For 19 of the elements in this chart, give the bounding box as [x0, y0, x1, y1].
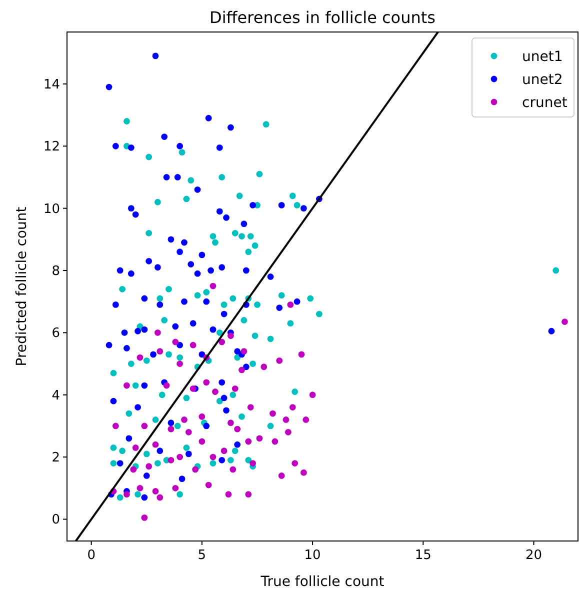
x-tick-label: 15	[414, 548, 432, 563]
x-tick-label: 20	[525, 548, 542, 563]
legend-label: unet2	[522, 72, 563, 88]
y-tick-label: 6	[52, 326, 60, 342]
legend-label: unet1	[522, 49, 563, 65]
y-axis-title: Predicted follicle count	[14, 206, 30, 366]
x-axis-title: True follicle count	[260, 574, 385, 590]
x-tick-label: 10	[304, 548, 321, 563]
x-tick-label: 0	[87, 548, 96, 563]
y-tick-label: 8	[52, 264, 60, 279]
chart-title: Differences in follicle counts	[210, 8, 436, 27]
legend-label: crunet	[522, 95, 568, 111]
y-tick-label: 4	[52, 388, 60, 404]
y-tick-label: 10	[43, 202, 60, 217]
y-tick-label: 2	[52, 450, 60, 466]
x-tick-label: 5	[198, 548, 206, 563]
y-tick-label: 12	[43, 140, 60, 155]
y-tick-label: 14	[43, 77, 60, 92]
y-tick-label: 0	[52, 512, 60, 528]
